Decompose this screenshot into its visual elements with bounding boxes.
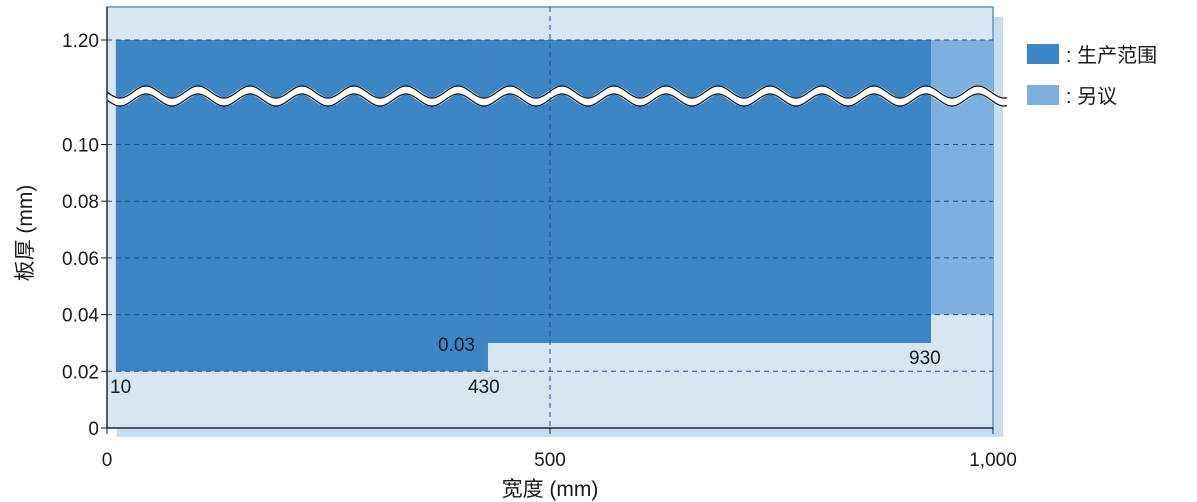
legend: : 生产范围 : 另议	[1027, 44, 1157, 108]
legend-swatch-negotiable	[1027, 85, 1059, 105]
y-tick-label: 0.06	[62, 249, 99, 270]
annotation-430: 430	[468, 377, 500, 398]
x-tick-label: 0	[102, 450, 113, 471]
annotation-0-03: 0.03	[438, 335, 475, 356]
y-tick-label: 1.20	[62, 31, 99, 52]
legend-label-negotiable: : 另议	[1066, 85, 1117, 108]
legend-label-production: : 生产范围	[1066, 44, 1157, 67]
y-tick-label: 0.02	[62, 362, 99, 383]
x-axis-title: 宽度 (mm)	[502, 478, 599, 501]
y-tick-label: 0.04	[62, 306, 99, 327]
region-production-1	[487, 40, 931, 343]
grid-lines	[107, 7, 993, 428]
y-tick-label: 0	[88, 419, 99, 440]
data-regions	[115, 40, 993, 372]
legend-swatch-production	[1027, 44, 1059, 64]
region-negotiable-0	[930, 40, 993, 315]
x-tick-label: 500	[534, 450, 566, 471]
y-axis-title: 板厚 (mm)	[14, 185, 37, 282]
region-production-0	[115, 40, 488, 372]
x-tick-labels: 0 500 1,000	[102, 428, 1017, 471]
annotation-10: 10	[110, 377, 131, 398]
axis-break	[104, 85, 1008, 107]
y-tick-label: 0.08	[62, 192, 99, 213]
annotation-930: 930	[909, 348, 941, 369]
x-tick-label: 1,000	[969, 450, 1017, 471]
y-tick-label: 0.10	[62, 136, 99, 157]
y-tick-labels: 0 0.02 0.04 0.06 0.08 0.10 1.20	[62, 31, 107, 440]
